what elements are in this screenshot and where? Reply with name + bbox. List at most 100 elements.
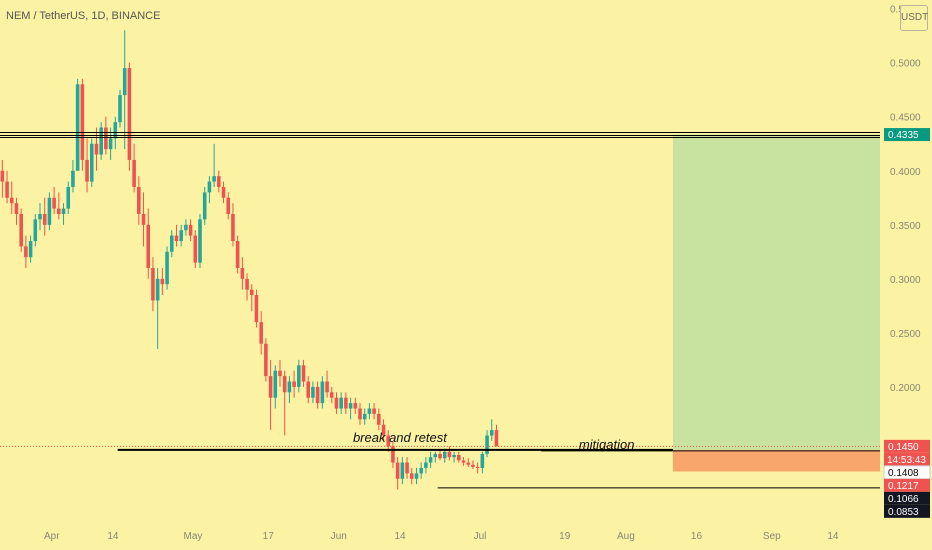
candle-body[interactable] (489, 430, 494, 436)
candle-body[interactable] (179, 230, 183, 242)
candle-body[interactable] (99, 127, 103, 155)
candle-body[interactable] (108, 138, 113, 150)
candle-body[interactable] (329, 392, 334, 398)
candle-body[interactable] (24, 246, 28, 258)
candle-body[interactable] (212, 176, 216, 182)
candle-body[interactable] (94, 143, 99, 155)
candle-body[interactable] (386, 435, 391, 447)
candle-body[interactable] (480, 453, 485, 468)
candle-body[interactable] (344, 397, 348, 409)
candle-body[interactable] (226, 197, 231, 214)
candle-body[interactable] (47, 197, 52, 225)
unit-button[interactable]: USDT (900, 5, 928, 31)
candle-body[interactable] (264, 343, 268, 377)
candle-body[interactable] (38, 213, 42, 220)
candle-body[interactable] (475, 466, 480, 468)
candle-body[interactable] (466, 462, 471, 465)
candle-body[interactable] (146, 224, 151, 269)
candle-body[interactable] (151, 268, 155, 301)
candle-body[interactable] (428, 457, 433, 463)
candle-body[interactable] (19, 213, 23, 247)
candle-body[interactable] (33, 219, 38, 242)
candle-body[interactable] (348, 403, 353, 409)
candle-body[interactable] (381, 424, 386, 436)
candle-body[interactable] (235, 241, 240, 269)
candle-body[interactable] (89, 143, 94, 182)
candle-body[interactable] (174, 235, 179, 242)
candle-body[interactable] (471, 464, 475, 467)
candle-body[interactable] (442, 451, 447, 459)
candle-body[interactable] (268, 376, 273, 398)
candle-body[interactable] (184, 224, 188, 231)
candle-body[interactable] (452, 454, 456, 458)
candle-body[interactable] (137, 186, 141, 214)
candle-body[interactable] (409, 473, 414, 479)
candle-body[interactable] (254, 295, 259, 323)
candle-body[interactable] (278, 370, 282, 377)
candle-body[interactable] (362, 413, 367, 420)
candle-body[interactable] (198, 219, 202, 263)
candle-body[interactable] (0, 170, 5, 182)
candle-body[interactable] (273, 370, 278, 398)
candle-body[interactable] (122, 68, 127, 96)
candle-body[interactable] (457, 454, 461, 461)
candle-body[interactable] (306, 381, 311, 398)
candle-body[interactable] (249, 289, 254, 296)
candle-body[interactable] (461, 460, 466, 463)
candle-body[interactable] (61, 208, 66, 214)
candle-body[interactable] (104, 127, 108, 150)
candle-body[interactable] (80, 84, 85, 160)
candle-body[interactable] (353, 403, 358, 409)
candle-body[interactable] (221, 186, 226, 198)
candle-body[interactable] (433, 453, 438, 458)
candle-body[interactable] (52, 197, 56, 209)
candle-body[interactable] (85, 159, 89, 182)
candle-body[interactable] (325, 381, 329, 393)
candle-body[interactable] (494, 430, 499, 447)
candle-body[interactable] (372, 408, 376, 414)
candle-body[interactable] (240, 268, 245, 279)
candle-body[interactable] (57, 208, 61, 214)
candle-body[interactable] (42, 213, 47, 225)
candle-body[interactable] (14, 203, 19, 214)
candle-body[interactable] (391, 446, 395, 463)
candle-body[interactable] (414, 473, 419, 479)
candle-body[interactable] (301, 365, 306, 382)
candle-body[interactable] (118, 95, 122, 123)
candle-body[interactable] (75, 84, 80, 171)
candle-body[interactable] (377, 413, 381, 425)
candle-body[interactable] (160, 278, 165, 285)
candle-body[interactable] (113, 122, 118, 139)
candle-body[interactable] (155, 278, 160, 301)
candle-body[interactable] (339, 397, 343, 409)
candle-body[interactable] (315, 386, 320, 404)
candle-body[interactable] (419, 467, 423, 474)
candle-body[interactable] (405, 462, 409, 474)
candle-body[interactable] (367, 408, 372, 414)
candle-body[interactable] (5, 181, 9, 198)
candle-body[interactable] (193, 235, 198, 263)
candle-body[interactable] (282, 376, 287, 393)
candle-body[interactable] (245, 278, 249, 290)
candle-body[interactable] (297, 365, 301, 387)
candle-body[interactable] (287, 381, 292, 393)
candle-body[interactable] (424, 462, 428, 468)
candle-body[interactable] (141, 213, 146, 225)
candle-body[interactable] (400, 462, 405, 479)
candle-body[interactable] (320, 381, 325, 404)
candle-body[interactable] (188, 224, 193, 236)
candle-body[interactable] (9, 197, 14, 204)
candle-body[interactable] (165, 251, 169, 285)
candle-body[interactable] (132, 159, 136, 187)
candle-body[interactable] (207, 181, 212, 193)
candle-body[interactable] (217, 176, 221, 187)
candle-body[interactable] (485, 435, 489, 454)
candle-body[interactable] (231, 213, 235, 242)
candle-body[interactable] (259, 322, 263, 344)
candle-body[interactable] (395, 462, 400, 479)
candle-body[interactable] (127, 68, 132, 160)
candle-body[interactable] (438, 453, 442, 459)
candle-body[interactable] (447, 451, 452, 458)
candle-body[interactable] (169, 235, 174, 252)
